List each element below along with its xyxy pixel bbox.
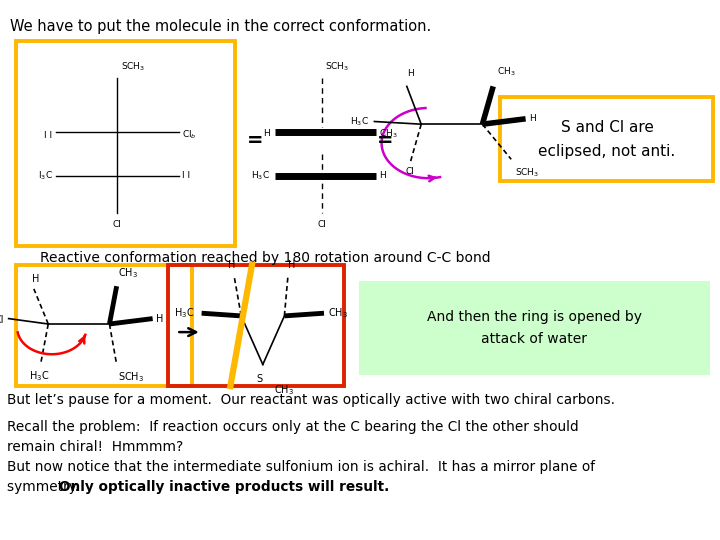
Text: H: H — [529, 114, 536, 123]
Text: CH$_3$: CH$_3$ — [328, 306, 348, 320]
Text: H$_3$C: H$_3$C — [251, 169, 270, 182]
Text: Only optically inactive products will result.: Only optically inactive products will re… — [59, 480, 390, 494]
Text: Cl: Cl — [113, 220, 122, 230]
Text: SCH$_3$: SCH$_3$ — [121, 60, 145, 73]
Text: H: H — [264, 130, 270, 138]
Text: symmetry.: symmetry. — [7, 480, 84, 494]
Text: H$_3$C: H$_3$C — [174, 306, 194, 320]
Text: Reactive conformation reached by 180 rotation around C-C bond: Reactive conformation reached by 180 rot… — [40, 251, 490, 265]
Text: H$_3$C: H$_3$C — [30, 369, 50, 383]
Text: But now notice that the intermediate sulfonium ion is achiral.  It has a mirror : But now notice that the intermediate sul… — [7, 460, 595, 474]
FancyBboxPatch shape — [359, 281, 710, 375]
Text: H: H — [156, 314, 163, 323]
Text: =: = — [248, 131, 264, 150]
Text: Cl: Cl — [318, 220, 326, 230]
Text: And then the ring is opened by
attack of water: And then the ring is opened by attack of… — [427, 310, 642, 346]
Text: H: H — [288, 260, 295, 270]
Text: Cl$_b$: Cl$_b$ — [182, 129, 197, 141]
Text: SCH$_3$: SCH$_3$ — [118, 370, 144, 384]
Text: CH$_3$: CH$_3$ — [497, 66, 516, 78]
Text: Cl: Cl — [0, 315, 4, 325]
Text: But let’s pause for a moment.  Our reactant was optically active with two chiral: But let’s pause for a moment. Our reacta… — [7, 393, 615, 407]
Text: S: S — [256, 374, 262, 384]
Text: Recall the problem:  If reaction occurs only at the C bearing the Cl the other s: Recall the problem: If reaction occurs o… — [7, 420, 579, 434]
Text: I I: I I — [45, 131, 53, 139]
Text: CH$_3$: CH$_3$ — [118, 266, 138, 280]
Text: CH$_3$: CH$_3$ — [379, 127, 398, 140]
Text: SCH$_3$: SCH$_3$ — [325, 60, 350, 73]
Text: H: H — [228, 260, 235, 270]
Text: CH$_3$: CH$_3$ — [274, 383, 294, 397]
Text: S and Cl are
eclipsed, not anti.: S and Cl are eclipsed, not anti. — [539, 120, 675, 159]
Text: Cl: Cl — [406, 167, 415, 177]
Text: SCH$_3$: SCH$_3$ — [515, 166, 539, 179]
Text: We have to put the molecule in the correct conformation.: We have to put the molecule in the corre… — [10, 19, 431, 34]
Text: H: H — [407, 69, 414, 78]
Text: H$_3$C: H$_3$C — [351, 115, 369, 128]
Text: I$_3$C: I$_3$C — [37, 169, 53, 182]
Text: H: H — [32, 273, 39, 284]
Text: remain chiral!  Hmmmm?: remain chiral! Hmmmm? — [7, 440, 184, 454]
Text: =: = — [377, 131, 393, 150]
Text: H: H — [379, 171, 386, 180]
Text: I I: I I — [182, 171, 190, 180]
